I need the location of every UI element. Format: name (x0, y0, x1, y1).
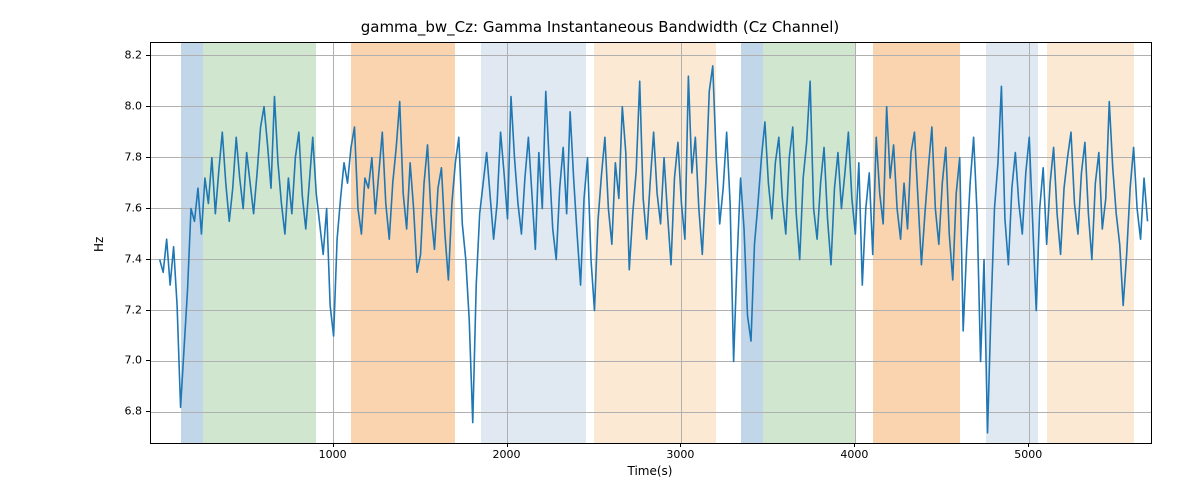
figure: gamma_bw_Cz: Gamma Instantaneous Bandwid… (0, 0, 1200, 500)
x-tick-mark (1028, 443, 1029, 447)
y-tick-mark (146, 157, 150, 158)
y-tick-mark (146, 360, 150, 361)
y-tick-label: 8.0 (102, 99, 142, 112)
x-axis-label: Time(s) (150, 464, 1150, 478)
x-tick-mark (854, 443, 855, 447)
y-tick-label: 7.6 (102, 201, 142, 214)
chart-title: gamma_bw_Cz: Gamma Instantaneous Bandwid… (0, 18, 1200, 36)
y-tick-mark (146, 55, 150, 56)
plot-inner (151, 43, 1151, 443)
data-line (151, 43, 1151, 443)
y-tick-mark (146, 106, 150, 107)
x-tick-label: 3000 (666, 448, 694, 461)
y-axis-label: Hz (92, 237, 106, 252)
y-tick-mark (146, 411, 150, 412)
y-tick-label: 6.8 (102, 405, 142, 418)
y-tick-label: 7.0 (102, 354, 142, 367)
x-tick-label: 1000 (319, 448, 347, 461)
x-tick-mark (507, 443, 508, 447)
y-tick-label: 7.4 (102, 252, 142, 265)
y-tick-mark (146, 310, 150, 311)
y-tick-label: 8.2 (102, 48, 142, 61)
y-tick-label: 7.8 (102, 150, 142, 163)
y-tick-label: 7.2 (102, 303, 142, 316)
x-tick-label: 4000 (840, 448, 868, 461)
x-tick-label: 2000 (493, 448, 521, 461)
plot-area (150, 42, 1152, 444)
x-tick-mark (333, 443, 334, 447)
y-tick-mark (146, 208, 150, 209)
x-tick-mark (680, 443, 681, 447)
x-tick-label: 5000 (1014, 448, 1042, 461)
y-tick-mark (146, 259, 150, 260)
